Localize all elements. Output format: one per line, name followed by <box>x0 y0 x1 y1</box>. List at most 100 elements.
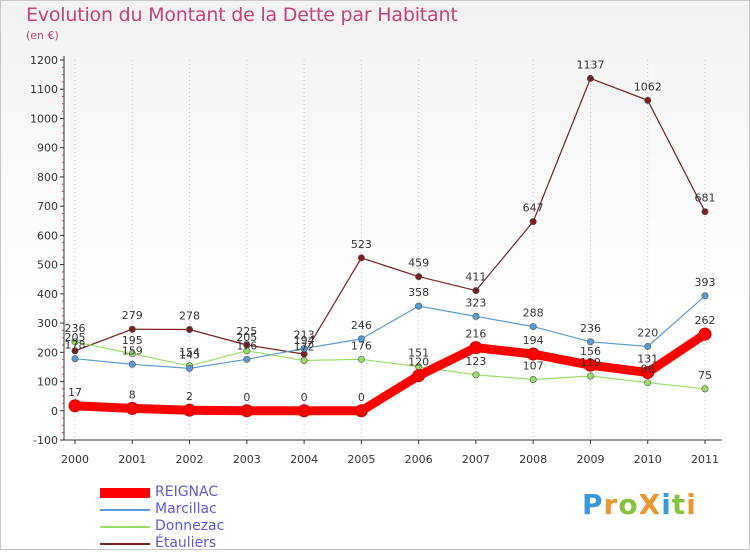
y-tick-label: 900 <box>37 142 58 155</box>
data-label: 120 <box>408 356 429 369</box>
data-point <box>186 326 194 334</box>
data-label: 279 <box>122 309 143 322</box>
y-tick-label: 1100 <box>30 83 58 96</box>
data-label: 0 <box>301 391 308 404</box>
data-point <box>641 365 655 379</box>
data-point <box>125 401 139 415</box>
x-tick-label: 2011 <box>691 453 719 466</box>
data-point <box>586 74 594 82</box>
data-point <box>128 350 136 358</box>
data-label: 323 <box>465 296 486 309</box>
data-label: 647 <box>523 202 544 215</box>
y-tick-label: 200 <box>37 346 58 359</box>
series-line-marcillac <box>74 295 706 369</box>
data-label: 131 <box>637 352 658 365</box>
legend-label-etauliers: Étauliers <box>155 535 217 551</box>
data-label: 216 <box>465 328 486 341</box>
data-point <box>644 379 652 387</box>
data-label: 1137 <box>576 58 604 71</box>
data-label: 262 <box>695 314 716 327</box>
data-point <box>128 360 136 368</box>
legend-swatch-reignac <box>100 488 150 498</box>
data-point <box>529 375 537 383</box>
data-label: 0 <box>243 391 250 404</box>
y-tick-label: 800 <box>37 171 58 184</box>
data-point <box>357 355 365 363</box>
x-tick-label: 2006 <box>405 453 433 466</box>
chart-subtitle: (en €) <box>26 29 59 42</box>
legend-label-marcillac: Marcillac <box>155 501 217 517</box>
data-label: 172 <box>294 340 315 353</box>
data-label: 194 <box>523 334 544 347</box>
data-point <box>183 403 197 417</box>
series-line-étauliers <box>74 77 706 355</box>
data-label: 681 <box>695 192 716 205</box>
data-point <box>300 345 308 353</box>
data-point <box>71 347 79 355</box>
data-point <box>412 369 426 383</box>
data-label: 236 <box>65 322 86 335</box>
y-tick-label: 600 <box>37 229 58 242</box>
data-label: 393 <box>695 276 716 289</box>
x-tick-label: 2008 <box>519 453 547 466</box>
legend-swatch-donnezac <box>100 526 150 528</box>
x-tick-label: 2002 <box>176 453 204 466</box>
data-label: 523 <box>351 238 372 251</box>
data-point <box>354 404 368 418</box>
data-label: 176 <box>351 339 372 352</box>
data-point <box>586 338 594 346</box>
data-label: 159 <box>122 344 143 357</box>
data-label: 75 <box>698 369 712 382</box>
data-point <box>297 404 311 418</box>
data-point <box>357 254 365 262</box>
y-tick-label: 1200 <box>30 54 58 67</box>
data-label: 176 <box>236 339 257 352</box>
y-tick-label: 500 <box>37 259 58 272</box>
data-point <box>472 312 480 320</box>
y-tick-label: 700 <box>37 200 58 213</box>
data-label: 107 <box>523 359 544 372</box>
data-point <box>586 372 594 380</box>
data-label: 236 <box>580 322 601 335</box>
data-point <box>701 208 709 216</box>
data-point <box>300 356 308 364</box>
y-tick-label: -100 <box>33 434 58 447</box>
data-label: 194 <box>294 334 315 347</box>
data-label: 278 <box>179 310 200 323</box>
data-label: 2 <box>186 390 193 403</box>
data-label: 151 <box>408 347 429 360</box>
data-point <box>71 355 79 363</box>
x-tick-label: 2010 <box>634 453 662 466</box>
data-label: 156 <box>580 345 601 358</box>
data-point <box>469 341 483 355</box>
data-label: 205 <box>65 331 86 344</box>
y-tick-label: 0 <box>51 405 58 418</box>
data-point <box>186 364 194 372</box>
y-tick-label: 400 <box>37 288 58 301</box>
y-tick-label: 300 <box>37 317 58 330</box>
x-tick-label: 2003 <box>233 453 261 466</box>
y-tick-label: 100 <box>37 376 58 389</box>
data-label: 96 <box>641 363 655 376</box>
data-point <box>415 273 423 281</box>
series-line-reignac <box>74 330 708 416</box>
x-tick-label: 2001 <box>118 453 146 466</box>
data-point <box>644 96 652 104</box>
data-point <box>698 327 712 341</box>
data-point <box>701 292 709 300</box>
data-label: 358 <box>408 286 429 299</box>
series-line-donnezac <box>74 341 706 390</box>
proxiti-logo: ProXiti <box>582 488 697 521</box>
data-point <box>415 302 423 310</box>
x-tick-label: 2004 <box>290 453 318 466</box>
data-label: 220 <box>637 326 658 339</box>
data-label: 145 <box>179 348 200 361</box>
data-point <box>644 342 652 350</box>
data-point <box>357 335 365 343</box>
data-point <box>243 355 251 363</box>
data-label: 154 <box>179 346 200 359</box>
data-point <box>128 325 136 333</box>
data-label: 0 <box>358 391 365 404</box>
x-tick-label: 2007 <box>462 453 490 466</box>
